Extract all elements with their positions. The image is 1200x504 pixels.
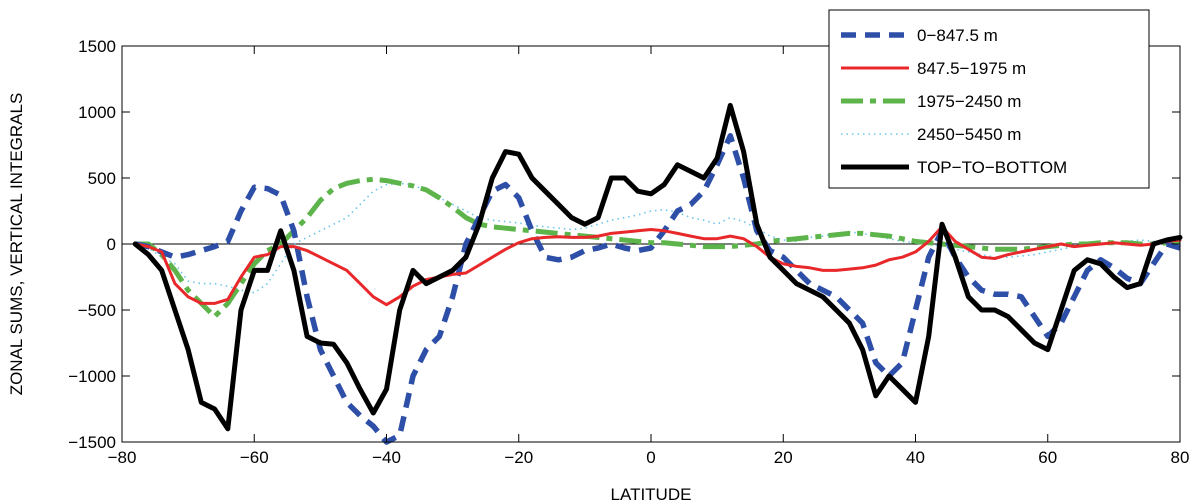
y-axis-label: ZONAL SUMS, VERTICAL INTEGRALS: [7, 93, 26, 396]
y-tick-label: −1500: [68, 433, 116, 452]
x-tick-label: −40: [372, 448, 401, 467]
legend-label-3: 2450−5450 m: [917, 125, 1021, 144]
y-tick-label: −1000: [68, 367, 116, 386]
legend: 0−847.5 m 847.5−1975 m 1975−2450 m 2450−545…: [828, 9, 1150, 189]
x-tick-label: −60: [240, 448, 269, 467]
x-tick-label: −80: [108, 448, 137, 467]
series-line-1: [133, 225, 1182, 307]
y-tick-label: 1500: [78, 37, 116, 56]
x-tick-label: 80: [1171, 448, 1190, 467]
series-line-3: [134, 182, 1181, 294]
series-line-4: [132, 102, 1183, 432]
legend-label-4: TOP−TO−BOTTOM: [917, 158, 1067, 177]
legend-label-0: 0−847.5 m: [917, 26, 998, 45]
y-tick-label: 500: [88, 169, 116, 188]
legend-box: [828, 9, 1150, 189]
y-tick-label: 0: [107, 235, 116, 254]
series-line-2: [135, 176, 1181, 320]
x-tick-label: 0: [646, 448, 655, 467]
legend-label-1: 847.5−1975 m: [917, 59, 1026, 78]
x-axis-label: LATITUDE: [611, 485, 692, 504]
y-tick-label: −500: [78, 301, 116, 320]
legend-label-2: 1975−2450 m: [917, 92, 1021, 111]
x-tick-label: −20: [504, 448, 533, 467]
y-tick-label: 1000: [78, 103, 116, 122]
x-tick-label: 60: [1038, 448, 1057, 467]
x-tick-label: 40: [906, 448, 925, 467]
x-tick-label: 20: [774, 448, 793, 467]
series-line-0: [134, 133, 1181, 445]
